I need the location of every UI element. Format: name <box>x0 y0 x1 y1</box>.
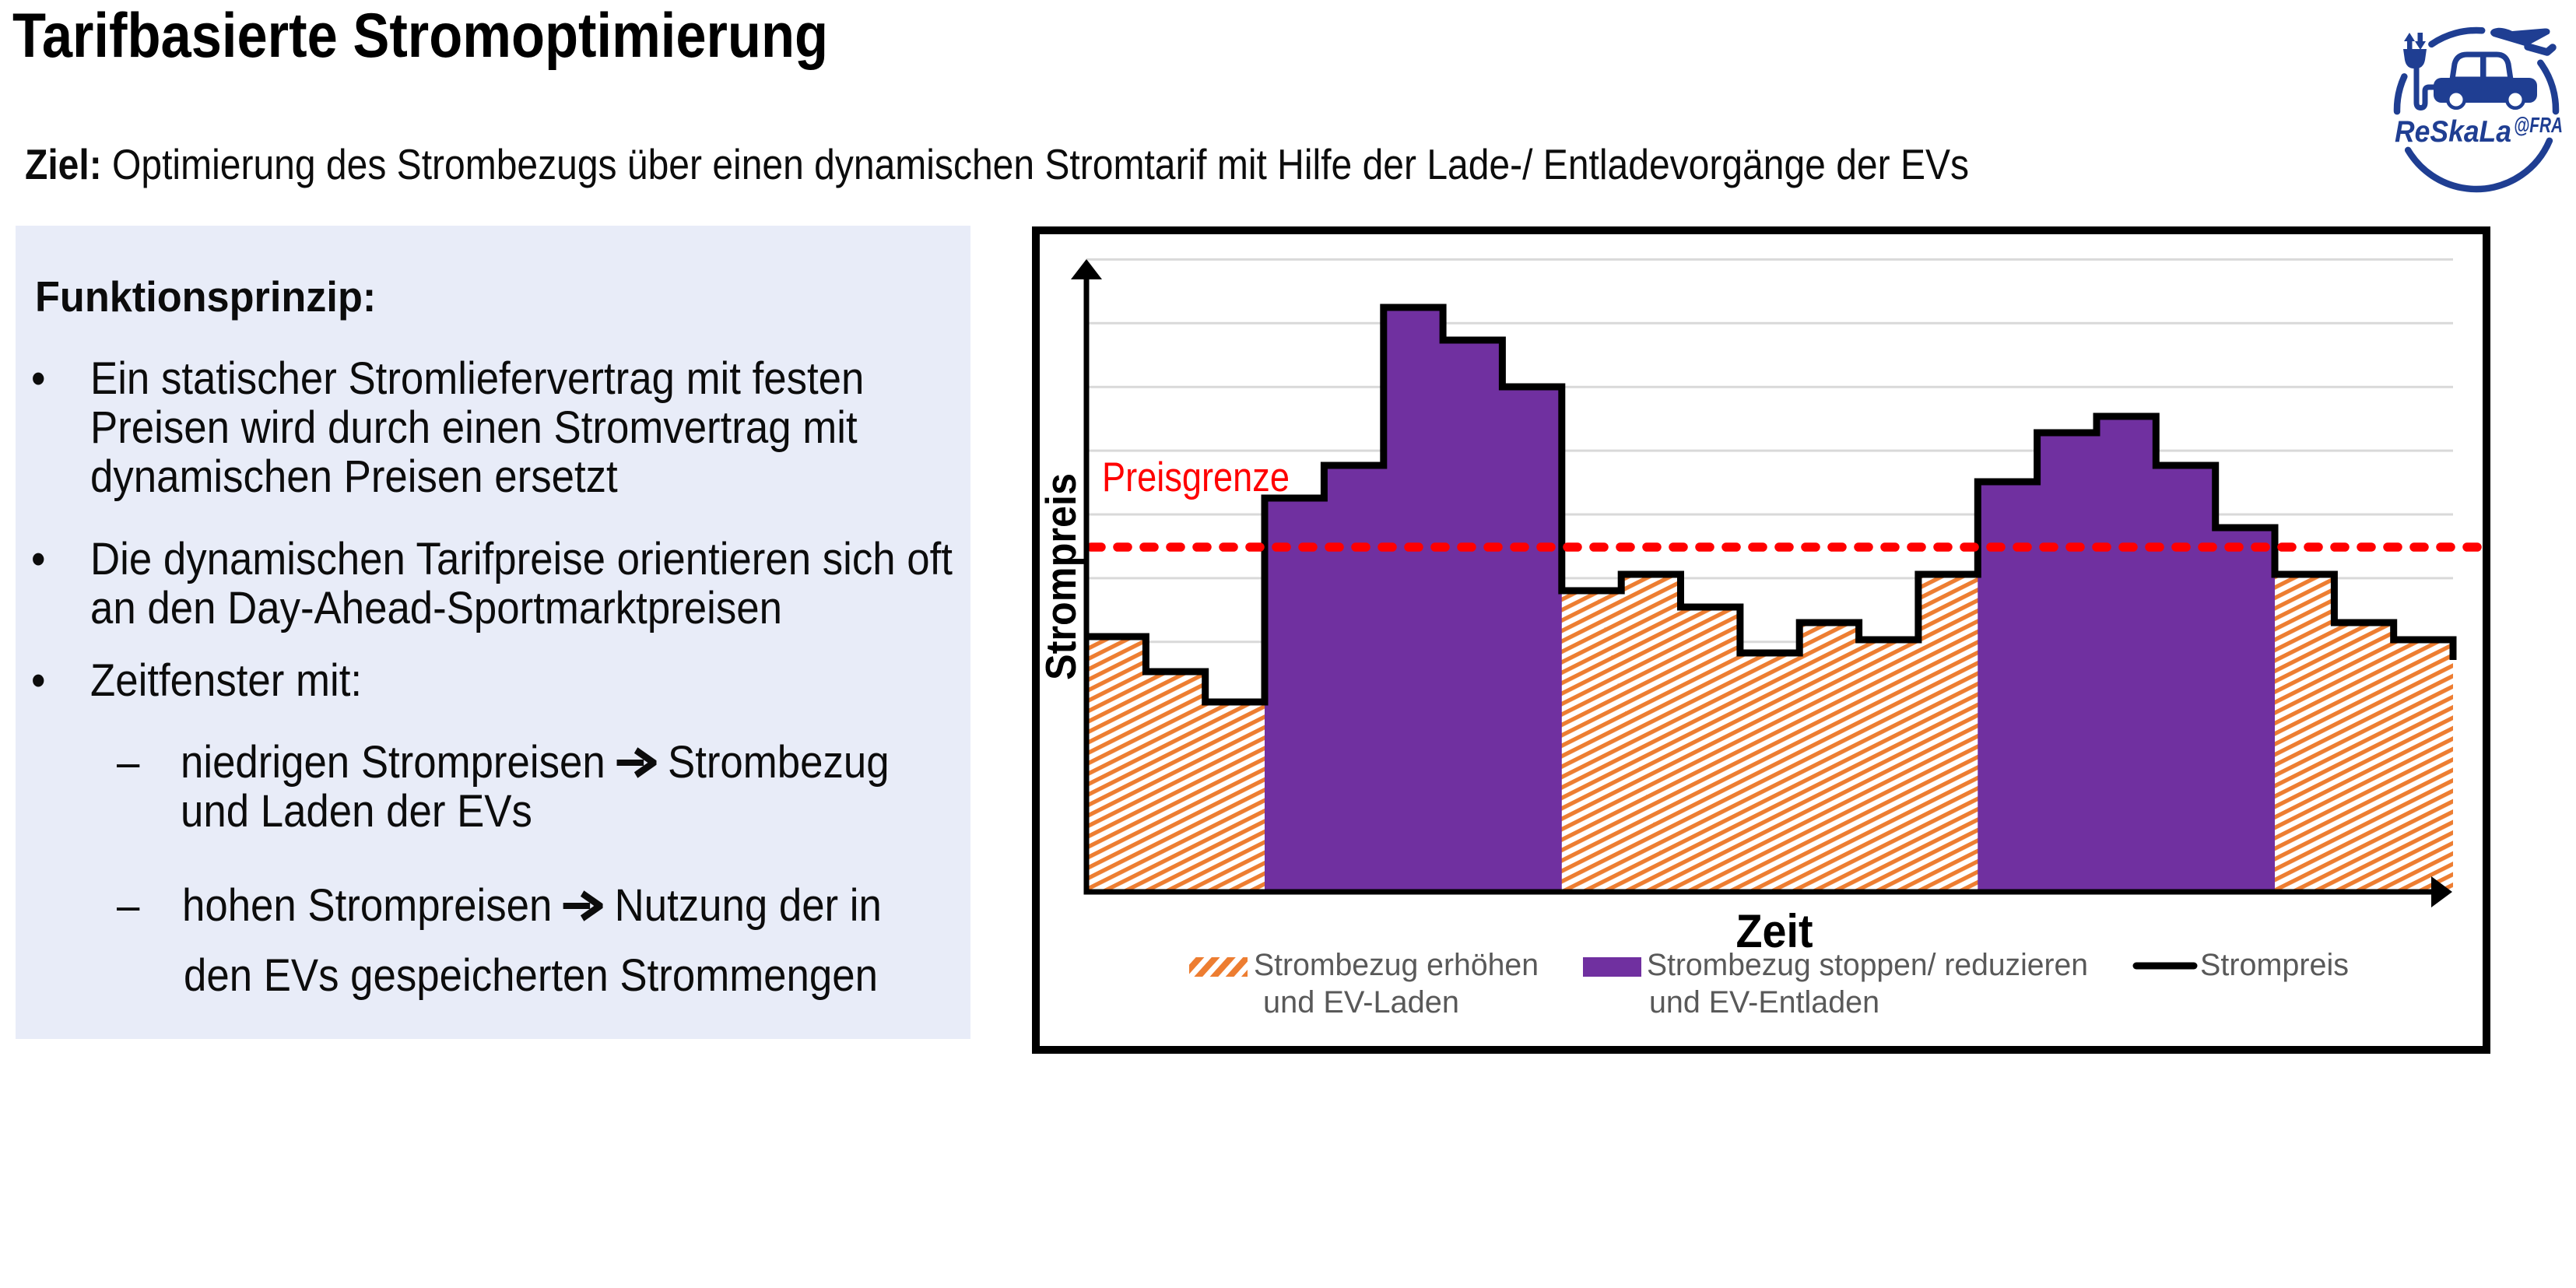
svg-text:Preisgrenze: Preisgrenze <box>1102 454 1290 500</box>
svg-text:Strompreis: Strompreis <box>2200 948 2349 982</box>
svg-text:@FRA: @FRA <box>2514 113 2563 137</box>
svg-text:und EV-Laden: und EV-Laden <box>1263 985 1459 1020</box>
svg-text:Zeit: Zeit <box>1736 905 1813 957</box>
svg-text:ReSkaLa: ReSkaLa <box>2395 115 2511 149</box>
svg-text:Strompreis: Strompreis <box>1037 473 1085 680</box>
svg-text:Strombezug erhöhen: Strombezug erhöhen <box>1254 948 1539 982</box>
svg-text:Strombezug stoppen/ reduzieren: Strombezug stoppen/ reduzieren <box>1647 948 2088 982</box>
svg-text:und EV-Entladen: und EV-Entladen <box>1649 985 1879 1020</box>
